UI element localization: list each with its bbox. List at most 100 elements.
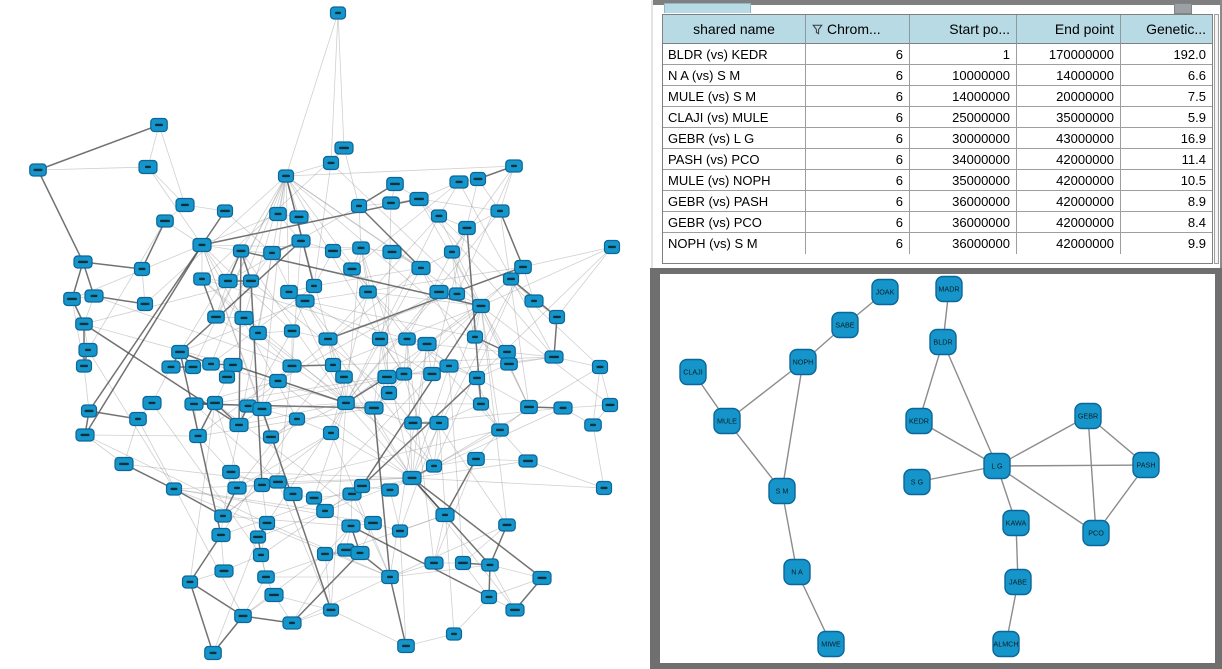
network-node[interactable] — [252, 401, 272, 417]
network-node[interactable] — [520, 399, 538, 415]
network-node[interactable] — [204, 645, 222, 661]
panel-tab-chip[interactable] — [664, 3, 751, 13]
network-node[interactable] — [454, 555, 472, 571]
network-node-BLDR[interactable]: BLDR — [929, 328, 957, 356]
network-node[interactable] — [350, 545, 370, 561]
network-node[interactable] — [133, 261, 151, 277]
network-node[interactable] — [553, 401, 573, 415]
network-node[interactable] — [171, 344, 189, 360]
network-node[interactable] — [181, 575, 199, 589]
network-node[interactable] — [282, 359, 302, 373]
network-node[interactable] — [466, 330, 484, 344]
network-node[interactable] — [498, 518, 516, 532]
network-node[interactable] — [341, 519, 361, 533]
network-node[interactable] — [129, 411, 147, 427]
network-node[interactable] — [322, 603, 340, 617]
network-node-PCO[interactable]: PCO — [1082, 519, 1110, 547]
network-node[interactable] — [184, 397, 204, 411]
network-node-MULE[interactable]: MULE — [713, 407, 741, 435]
network-node[interactable] — [595, 480, 613, 496]
network-node[interactable] — [417, 336, 437, 352]
network-node[interactable] — [192, 237, 212, 253]
network-node[interactable] — [402, 470, 422, 486]
network-node[interactable] — [359, 285, 377, 299]
network-node[interactable] — [280, 284, 298, 300]
network-node[interactable] — [29, 163, 47, 177]
network-node[interactable] — [398, 332, 416, 346]
network-node[interactable] — [381, 483, 399, 497]
network-node[interactable] — [490, 204, 510, 218]
column-header-sharedname[interactable]: shared name — [663, 15, 806, 44]
network-node[interactable] — [430, 209, 448, 223]
network-node-SM[interactable]: S M — [768, 477, 796, 505]
network-node-JOAK[interactable]: JOAK — [871, 278, 899, 306]
network-node[interactable] — [391, 524, 409, 538]
network-node[interactable] — [353, 478, 371, 494]
network-node-GEBR[interactable]: GEBR — [1074, 402, 1102, 430]
network-node[interactable] — [283, 486, 303, 502]
network-node[interactable] — [282, 616, 302, 630]
column-header-genetic[interactable]: Genetic... — [1121, 15, 1212, 44]
network-node-NA[interactable]: N A — [783, 558, 811, 586]
network-node[interactable] — [481, 558, 499, 572]
network-node[interactable] — [264, 587, 284, 603]
table-row[interactable]: GEBR (vs) L G 6 30000000 43000000 16.9 — [663, 128, 1212, 149]
network-node[interactable] — [409, 191, 429, 207]
network-node[interactable] — [505, 603, 525, 617]
network-node-PASH[interactable]: PASH — [1132, 451, 1160, 479]
network-node[interactable] — [335, 370, 353, 384]
network-node[interactable] — [343, 262, 361, 276]
network-node[interactable] — [211, 527, 231, 543]
network-node[interactable] — [142, 395, 162, 411]
network-node-SG[interactable]: S G — [903, 468, 931, 496]
network-node[interactable] — [232, 244, 250, 258]
table-row[interactable]: BLDR (vs) KEDR 6 1 170000000 192.0 — [663, 44, 1212, 65]
network-node[interactable] — [448, 287, 466, 301]
network-node[interactable] — [380, 385, 398, 401]
table-row[interactable]: MULE (vs) S M 6 14000000 20000000 7.5 — [663, 86, 1212, 107]
network-node[interactable] — [175, 197, 195, 213]
network-node[interactable] — [75, 428, 95, 442]
network-node[interactable] — [334, 141, 354, 155]
network-node[interactable] — [305, 278, 323, 294]
network-node[interactable] — [324, 357, 342, 373]
network-node[interactable] — [73, 255, 93, 269]
network-node[interactable] — [202, 357, 220, 371]
table-row[interactable]: CLAJI (vs) MULE 6 25000000 35000000 5.9 — [663, 107, 1212, 128]
network-node[interactable] — [150, 117, 168, 133]
network-node[interactable] — [424, 556, 444, 570]
network-node[interactable] — [322, 155, 340, 171]
network-node[interactable] — [381, 569, 399, 585]
network-node-KEDR[interactable]: KEDR — [905, 407, 933, 435]
network-node-ALMCH[interactable]: ALMCH — [992, 630, 1020, 658]
network-node[interactable] — [458, 220, 476, 236]
network-node[interactable] — [337, 543, 355, 557]
column-header-startpo[interactable]: Start po... — [910, 15, 1017, 44]
network-node[interactable] — [502, 272, 520, 286]
network-node[interactable] — [548, 309, 566, 325]
network-node[interactable] — [193, 272, 211, 286]
network-node[interactable] — [184, 359, 202, 375]
network-node[interactable] — [138, 159, 158, 175]
network-node[interactable] — [262, 430, 280, 444]
network-node[interactable] — [439, 359, 459, 373]
network-node[interactable] — [283, 324, 301, 338]
network-node[interactable] — [425, 459, 443, 473]
network-node[interactable] — [591, 359, 609, 375]
detail-network-panel[interactable]: JOAK MADR SABE NOPH CLAJI BLDR MULE KEDR GEBR L G… — [650, 268, 1222, 669]
network-node[interactable] — [329, 6, 347, 20]
network-node[interactable] — [295, 294, 315, 308]
network-node[interactable] — [218, 273, 238, 289]
network-node-MADR[interactable]: MADR — [935, 275, 963, 303]
network-node[interactable] — [337, 395, 355, 411]
network-node[interactable] — [480, 589, 498, 605]
network-node[interactable] — [472, 397, 490, 411]
network-node[interactable] — [316, 546, 334, 562]
network-node-MIWE[interactable]: MIWE — [817, 630, 845, 658]
table-row[interactable]: GEBR (vs) PASH 6 36000000 42000000 8.9 — [663, 191, 1212, 212]
network-node[interactable] — [603, 239, 621, 255]
network-node[interactable] — [136, 296, 154, 312]
network-node[interactable] — [544, 350, 564, 364]
network-node[interactable] — [429, 415, 449, 431]
network-node[interactable] — [382, 196, 400, 210]
